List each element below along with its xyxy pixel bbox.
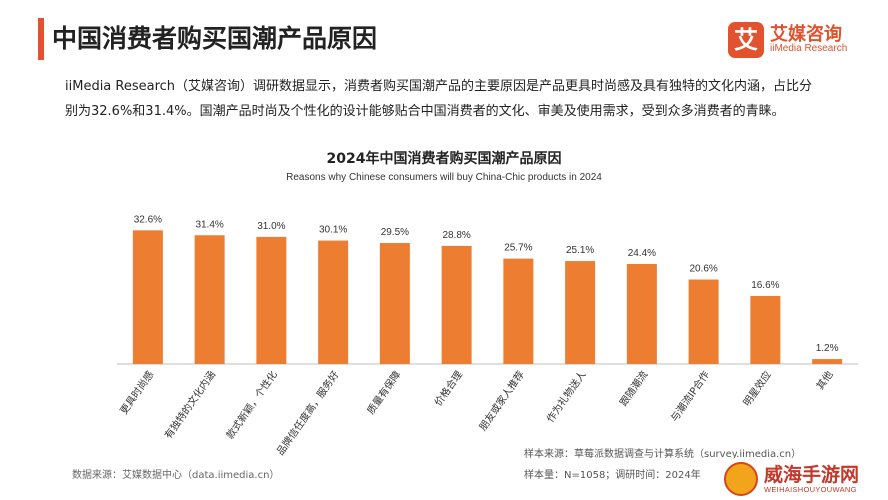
title-accent-bar [38, 18, 44, 60]
data-label: 31.4% [195, 219, 223, 230]
bar [626, 263, 657, 364]
bar [688, 279, 719, 364]
bar [565, 261, 596, 364]
chart-title: 2024年中国消费者购买国潮产品原因 [326, 151, 562, 167]
category-tick-label: 质量有保障 [364, 368, 403, 416]
brand-name-en: iiMedia Research [770, 43, 848, 54]
category-tick-label: 其他 [813, 368, 835, 392]
bar [132, 230, 163, 364]
bar [812, 359, 843, 364]
category-tick-label: 与潮流IP合作 [668, 368, 712, 424]
watermark-logo-icon [724, 462, 758, 496]
bar [503, 258, 534, 364]
watermark: 威海手游网 WEIHAISHOUYOUWANG [720, 458, 888, 500]
brand-logo-icon: 艾 [728, 22, 764, 58]
data-label: 29.5% [381, 227, 409, 238]
watermark-subtitle: WEIHAISHOUYOUWANG [764, 485, 857, 494]
brand-name-cn: 艾媒咨询 [770, 24, 842, 45]
data-label: 25.1% [566, 245, 594, 256]
data-label: 25.7% [504, 243, 532, 254]
data-label: 32.6% [134, 214, 162, 225]
data-label: 16.6% [751, 280, 779, 291]
category-tick-label: 跟随潮流 [617, 368, 651, 408]
data-label: 31.0% [257, 221, 285, 232]
sample-source-note: 样本来源：草莓派数据调查与计算系统（survey.iimedia.cn） [524, 449, 802, 460]
sample-size-note: 样本量：N=1058；调研时间：2024年 [524, 470, 701, 481]
bar [379, 243, 410, 364]
category-tick-label: 有独特的文化内涵 [162, 368, 219, 441]
category-tick-label: 更具时尚感 [117, 368, 156, 416]
category-tick-label: 价格合理 [431, 368, 465, 408]
intro-paragraph: iiMedia Research（艾媒咨询）调研数据显示，消费者购买国潮产品的主… [65, 79, 813, 119]
brand-block: 艾 艾媒咨询 iiMedia Research [728, 20, 874, 60]
category-tick-label: 明星效应 [740, 368, 774, 408]
page-title: 中国消费者购买国潮产品原因 [52, 24, 378, 53]
bar [194, 235, 225, 364]
watermark-title: 威海手游网 [764, 464, 860, 486]
category-tick-label: 朋友或家人推荐 [476, 368, 527, 433]
data-label: 28.8% [442, 230, 470, 241]
category-tick-label: 品牌信任度高，服务好 [274, 368, 342, 457]
data-label: 1.2% [816, 343, 839, 354]
bar [318, 240, 349, 364]
category-tick-label: 款式新颖，个性化 [223, 368, 280, 441]
data-label: 24.4% [628, 248, 656, 259]
bar [256, 236, 287, 364]
data-label: 30.1% [319, 225, 347, 236]
data-label: 20.6% [689, 264, 717, 275]
chart-subtitle: Reasons why Chinese consumers will buy C… [286, 172, 602, 183]
category-tick-label: 作为礼物送人 [544, 368, 589, 425]
bar [750, 295, 781, 364]
bar [441, 245, 472, 364]
data-source-note: 数据来源：艾媒数据中心（data.iimedia.cn） [72, 470, 280, 481]
